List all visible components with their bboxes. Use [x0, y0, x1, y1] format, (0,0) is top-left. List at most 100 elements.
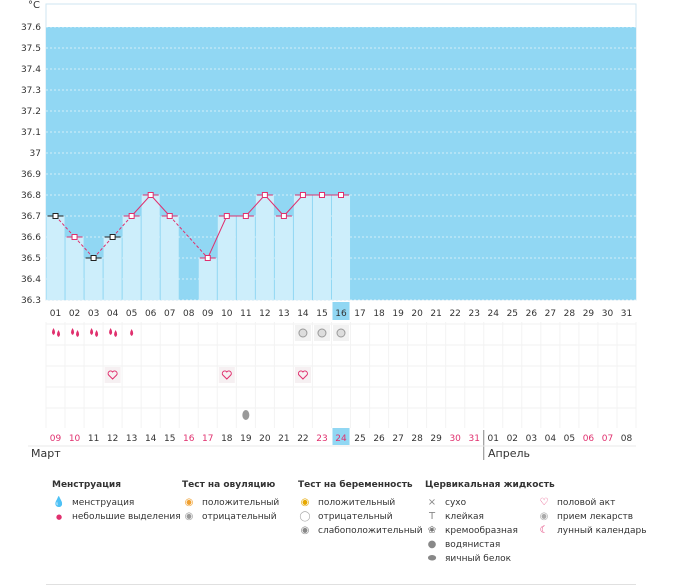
temperature-bar — [160, 216, 179, 300]
bottom-divider — [46, 584, 636, 585]
y-tick-label: 37.2 — [21, 107, 41, 117]
date-label: 25 — [354, 434, 365, 444]
date-label: 06 — [583, 434, 595, 444]
legend-menstruation-item: менструация — [72, 498, 135, 508]
y-tick-label: 36.3 — [21, 296, 41, 306]
cycle-day-label: 12 — [259, 309, 270, 319]
temperature-point — [280, 213, 287, 219]
date-label: 24 — [335, 434, 347, 444]
temperature-line — [131, 194, 152, 217]
date-label: 31 — [468, 434, 479, 444]
legend-creamy: кремообразная — [445, 526, 518, 536]
temperature-point — [166, 213, 173, 219]
legend-preg-neg: отрицательный — [318, 512, 393, 522]
legend-menstruation: Менструация 💧 менструация ● небольшие выде… — [52, 480, 181, 524]
cell-bg — [104, 367, 121, 383]
temperature-bar — [331, 195, 351, 300]
cream-icon: ❀ — [427, 525, 437, 536]
y-tick-label: 37.1 — [21, 128, 41, 138]
pregnancy-weak-icon: ◉ — [300, 525, 310, 536]
temperature-bar — [274, 216, 293, 300]
date-label: 09 — [50, 434, 62, 444]
temperature-point — [223, 213, 230, 219]
temperature-point — [318, 192, 325, 198]
temperature-bar — [293, 195, 312, 300]
moon-icon: ☾ — [539, 525, 549, 536]
month-april: Апрель — [488, 447, 530, 460]
y-tick-label: 36.8 — [21, 191, 41, 201]
y-tick-label: 36.4 — [21, 275, 41, 285]
legend-preg-pos: положительный — [318, 498, 396, 508]
date-label: 29 — [430, 434, 442, 444]
temperature-point — [52, 213, 59, 219]
date-label: 19 — [240, 434, 252, 444]
heart-icon — [297, 370, 308, 380]
bbt-chart: 37.6 37.5 37.4 37.3 37.2 37.1 37 36.9 36.8 36.7 36… — [21, 3, 637, 460]
legend-cervical-title: Цервикальная жидкость — [425, 480, 555, 490]
temperature-line — [264, 194, 285, 217]
drop-icon — [52, 328, 61, 337]
temperature-line — [169, 215, 209, 259]
y-tick-label: 36.5 — [21, 254, 41, 264]
temperature-bar — [198, 258, 217, 300]
temperature-line — [207, 215, 228, 259]
cycle-day-label: 08 — [183, 309, 195, 319]
drop-icon: 💧 — [52, 497, 66, 508]
cycle-day-label: 16 — [335, 309, 347, 319]
temperature-point — [147, 192, 154, 198]
cycle-day-label: 15 — [316, 309, 327, 319]
cycle-day-label: 09 — [202, 309, 214, 319]
date-label: 02 — [507, 434, 518, 444]
temperature-bar — [103, 237, 122, 300]
y-tick-label: 37.4 — [21, 65, 41, 75]
date-label: 28 — [411, 434, 423, 444]
cycle-day-label: 13 — [278, 309, 289, 319]
temperature-point — [90, 255, 97, 261]
cycle-day-label: 19 — [392, 309, 404, 319]
cycle-day-label: 22 — [449, 309, 460, 319]
pregnancy-negative-icon — [298, 328, 308, 338]
legend-intercourse: половой акт — [557, 498, 616, 508]
today-highlight — [332, 302, 350, 320]
legend-preg-weak: слабоположительный — [318, 526, 423, 536]
today-date-highlight — [332, 428, 350, 445]
temperature-point — [71, 234, 78, 240]
legend-other: ♡ половой акт ◉ прием лекарств ☾ лунный кал… — [537, 480, 647, 538]
date-label: 14 — [145, 434, 157, 444]
cycle-day-label: 03 — [88, 309, 99, 319]
temperature-bar — [46, 216, 65, 300]
pregnancy-negative-icon — [336, 328, 346, 338]
cycle-day-label: 11 — [240, 309, 251, 319]
legend-watery: водянистая — [445, 540, 501, 550]
cycle-day-label: 29 — [583, 309, 595, 319]
y-tick-label: 36.6 — [21, 233, 41, 243]
date-label: 10 — [69, 434, 81, 444]
cycle-day-label: 21 — [430, 309, 441, 319]
date-label: 20 — [259, 434, 271, 444]
temperature-line — [283, 194, 304, 217]
temperature-bar — [84, 258, 103, 300]
cell-bg — [218, 367, 235, 383]
cycle-day-label: 02 — [69, 309, 80, 319]
temperature-bar — [312, 195, 331, 300]
cell-bg — [294, 367, 311, 383]
cycle-day-label: 10 — [221, 309, 233, 319]
ovulation-positive-icon: ◉ — [184, 497, 194, 508]
date-label: 18 — [221, 434, 233, 444]
cycle-day-label: 26 — [526, 309, 538, 319]
date-label: 21 — [278, 434, 289, 444]
egg-white-icon: ⬬ — [427, 553, 437, 564]
cycle-day-label: 06 — [145, 309, 157, 319]
drop-icon — [90, 328, 99, 337]
pregnancy-negative-icon — [317, 328, 327, 338]
temperature-point — [128, 213, 135, 219]
temperature-line — [245, 194, 266, 217]
egg-white-icon — [242, 410, 250, 420]
cycle-day-label: 01 — [50, 309, 61, 319]
date-label: 22 — [297, 434, 308, 444]
y-tick-label: 37.6 — [21, 23, 41, 33]
cycle-day-label: 20 — [411, 309, 423, 319]
small-drop-icon — [130, 329, 134, 336]
date-label: 12 — [107, 434, 118, 444]
